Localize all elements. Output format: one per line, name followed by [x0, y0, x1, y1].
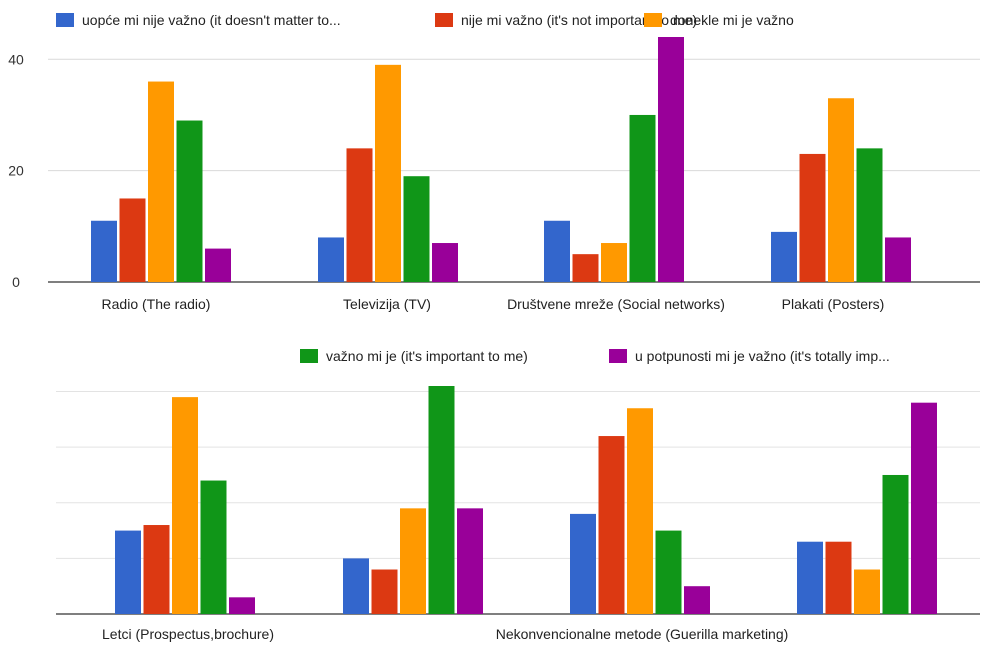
- bar: [544, 220, 570, 282]
- x-category-label: Nekonvencionalne metode (Guerilla market…: [496, 626, 789, 642]
- bar: [371, 569, 398, 614]
- bar: [658, 37, 684, 282]
- legend-swatch: [56, 13, 74, 27]
- legend-label: u potpunosti mi je važno (it's totally i…: [635, 348, 890, 364]
- x-category-label: Plakati (Posters): [782, 296, 885, 312]
- x-category-label: Letci (Prospectus,brochure): [102, 626, 274, 642]
- bar: [91, 220, 117, 282]
- top-bars: [91, 37, 911, 282]
- bar: [601, 243, 627, 282]
- top-category-labels: Radio (The radio) Televizija (TV) Društven…: [102, 296, 885, 312]
- bar: [570, 513, 596, 614]
- bottom-bars: [115, 386, 937, 614]
- legend-swatch: [644, 13, 662, 27]
- bar: [375, 64, 401, 282]
- bar: [825, 541, 852, 614]
- bar: [318, 237, 344, 282]
- bar: [428, 386, 455, 614]
- bar: [346, 148, 373, 282]
- bar: [856, 148, 883, 282]
- bar: [684, 586, 710, 614]
- top-chart-panel: 0 20 40 uopće mi nije važno (it doesn't mat…: [8, 12, 980, 312]
- legend-label: donekle mi je važno: [670, 12, 794, 28]
- top-legend: uopće mi nije važno (it doesn't matter t…: [56, 12, 794, 28]
- bar: [882, 474, 909, 614]
- bottom-category-labels: Letci (Prospectus,brochure) Nekonvenciona…: [102, 626, 788, 642]
- bottom-legend: važno mi je (it's important to me) u potp…: [300, 348, 890, 364]
- bar: [854, 569, 880, 614]
- bar: [828, 98, 854, 282]
- y-tick-label: 20: [8, 163, 24, 179]
- legend-label: uopće mi nije važno (it doesn't matter t…: [82, 12, 341, 28]
- bar: [343, 558, 369, 614]
- bar: [143, 525, 170, 614]
- y-tick-label: 40: [8, 51, 24, 67]
- legend-swatch: [300, 349, 318, 363]
- x-category-label: Televizija (TV): [343, 296, 431, 312]
- legend-label: važno mi je (it's important to me): [326, 348, 528, 364]
- bar: [200, 480, 227, 614]
- bottom-chart-panel: važno mi je (it's important to me) u potp…: [56, 348, 980, 642]
- bar: [911, 402, 937, 614]
- bar: [205, 248, 231, 282]
- bar: [115, 530, 141, 614]
- bar: [629, 114, 656, 282]
- bar: [400, 508, 426, 614]
- bar: [148, 81, 174, 282]
- legend-swatch: [435, 13, 453, 27]
- legend-swatch: [609, 349, 627, 363]
- bar: [598, 436, 625, 614]
- bar: [771, 231, 797, 282]
- bar: [229, 597, 255, 614]
- bar: [172, 397, 198, 614]
- bar: [885, 237, 911, 282]
- bar: [403, 176, 430, 282]
- y-tick-label: 0: [12, 274, 20, 290]
- legend-label: nije mi važno (it's not important to me): [461, 12, 697, 28]
- bar: [432, 243, 458, 282]
- bar: [572, 254, 599, 282]
- bar: [797, 541, 823, 614]
- x-category-label: Radio (The radio): [102, 296, 211, 312]
- bar: [457, 508, 483, 614]
- bar: [799, 153, 826, 282]
- bar: [627, 408, 653, 614]
- bar: [655, 530, 682, 614]
- bar: [119, 198, 146, 282]
- x-category-label: Društvene mreže (Social networks): [507, 296, 725, 312]
- bar: [176, 120, 203, 282]
